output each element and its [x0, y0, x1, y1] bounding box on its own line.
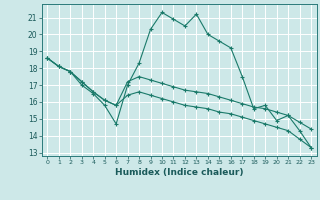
X-axis label: Humidex (Indice chaleur): Humidex (Indice chaleur) — [115, 168, 244, 177]
